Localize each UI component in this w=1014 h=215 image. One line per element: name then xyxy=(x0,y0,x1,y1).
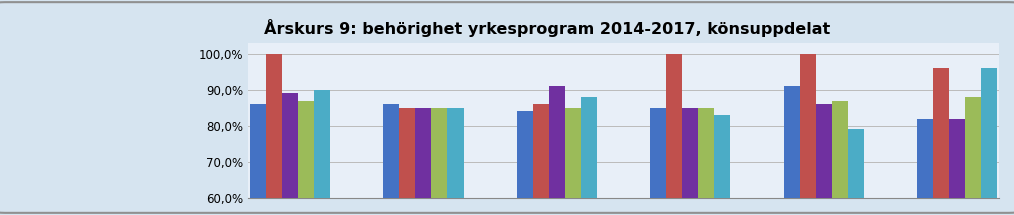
Bar xyxy=(383,104,400,215)
Bar xyxy=(549,86,565,215)
Bar xyxy=(250,104,266,215)
Bar xyxy=(650,108,666,215)
Bar xyxy=(298,101,314,215)
Bar xyxy=(982,68,997,215)
Bar xyxy=(699,108,714,215)
Bar xyxy=(784,86,800,215)
Bar xyxy=(965,97,982,215)
Bar xyxy=(815,104,831,215)
Bar xyxy=(666,54,682,215)
Bar xyxy=(282,93,298,215)
Bar xyxy=(848,129,864,215)
Bar xyxy=(831,101,848,215)
Bar xyxy=(266,54,282,215)
Bar xyxy=(447,108,463,215)
Bar xyxy=(682,108,699,215)
Bar xyxy=(565,108,581,215)
Bar xyxy=(314,90,331,215)
Bar xyxy=(917,119,933,215)
Text: Årskurs 9: behörighet yrkesprogram 2014-2017, könsuppdelat: Årskurs 9: behörighet yrkesprogram 2014-… xyxy=(265,19,830,37)
Bar xyxy=(432,108,447,215)
Bar xyxy=(400,108,416,215)
Bar xyxy=(533,104,549,215)
Bar xyxy=(416,108,432,215)
Bar xyxy=(933,68,949,215)
Bar xyxy=(800,54,815,215)
Bar xyxy=(714,115,730,215)
Bar xyxy=(517,111,533,215)
Bar xyxy=(949,119,965,215)
Bar xyxy=(581,97,597,215)
